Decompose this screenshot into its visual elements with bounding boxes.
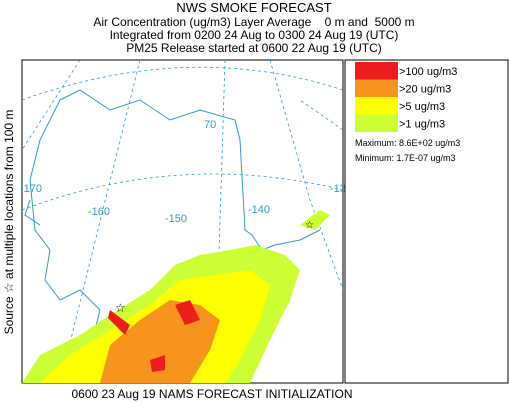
minimum: Minimum: 1.7E-07 ug/m3 (355, 153, 456, 163)
legend-swatch (355, 97, 398, 115)
legend-swatch (355, 79, 398, 97)
footer: 0600 23 Aug 19 NAMS FORECAST INITIALIZAT… (72, 387, 353, 401)
source-marker: ☆ (115, 301, 126, 315)
header-line: Air Concentration (ug/m3) Layer Average … (93, 15, 414, 29)
grid-label: -150 (165, 213, 187, 225)
smoke (22, 210, 330, 383)
legend-swatch (355, 114, 398, 132)
maximum: Maximum: 8.6E+02 ug/m3 (355, 138, 460, 148)
legend-label: >100 ug/m3 (399, 66, 457, 78)
legend: Maximum: 8.6E+02 ug/m3 Minimum: 1.7E-07 … (344, 59, 509, 384)
header-line: Integrated from 0200 24 Aug to 0300 24 A… (110, 28, 399, 42)
legend-label: >5 ug/m3 (399, 101, 445, 113)
header-line: PM25 Release started at 0600 22 Aug 19 (… (126, 41, 381, 55)
legend-label: >20 ug/m3 (399, 84, 451, 96)
legend-swatch (355, 62, 398, 80)
side-label: Source ☆ at multiple locations from 100 … (2, 110, 16, 335)
grid-label: -140 (248, 204, 270, 216)
map: ☆ ☆ -170 -160 -150 -140 -130 70 (20, 59, 352, 384)
grid-label: 70 (204, 119, 216, 131)
graticule (22, 60, 343, 383)
legend-label: >1 ug/m3 (399, 119, 445, 131)
grid-label: -170 (20, 183, 42, 195)
title: NWS SMOKE FORECAST (176, 0, 331, 15)
grid-label: -160 (88, 206, 110, 218)
source-marker: ☆ (305, 220, 314, 231)
